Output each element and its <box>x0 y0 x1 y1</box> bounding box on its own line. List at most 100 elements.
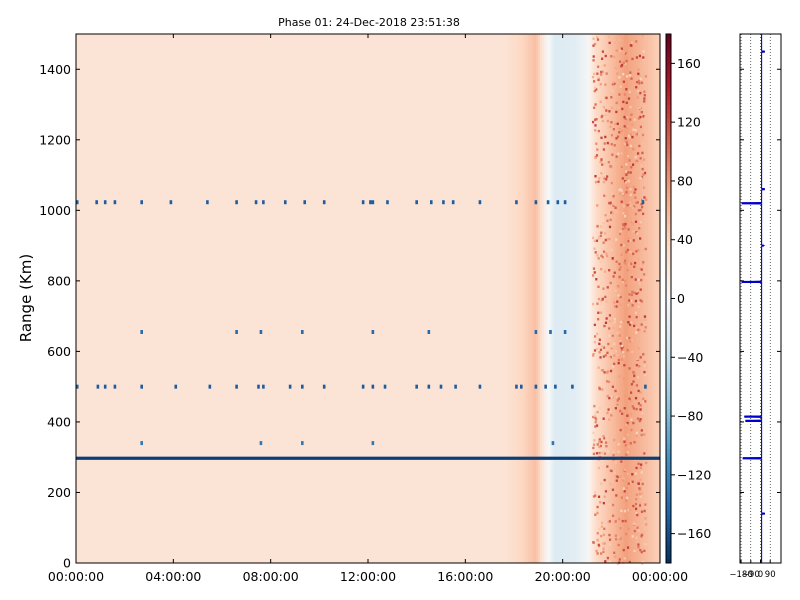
heatmap-speckle <box>641 198 644 202</box>
heatmap-speckle <box>630 139 634 142</box>
heatmap-speckle <box>617 397 620 400</box>
interference-dot <box>478 200 482 205</box>
heatmap-speckle <box>599 160 602 164</box>
heatmap-speckle <box>617 294 620 297</box>
heatmap-speckle <box>633 324 636 328</box>
heatmap-speckle <box>611 334 614 337</box>
heatmap-speckle <box>622 80 625 83</box>
heatmap-speckle <box>607 35 610 39</box>
heatmap-speckle <box>622 548 625 552</box>
heatmap-speckle <box>625 262 628 266</box>
colorbar-segment <box>666 100 671 105</box>
heatmap-speckle <box>630 166 633 169</box>
interference-dot <box>554 384 557 389</box>
heatmap-speckle <box>592 59 595 62</box>
heatmap-speckle <box>640 203 643 206</box>
colorbar-segment <box>666 227 671 233</box>
heatmap-speckle <box>619 303 622 306</box>
heatmap-speckle <box>635 384 639 387</box>
interference-dot <box>174 384 178 389</box>
heatmap-speckle <box>607 408 610 411</box>
heatmap-speckle <box>593 340 596 344</box>
heatmap-cell <box>236 34 239 563</box>
heatmap-speckle <box>610 352 613 355</box>
heatmap-speckle <box>618 268 621 271</box>
heatmap-speckle <box>610 414 613 417</box>
heatmap-speckle <box>619 232 622 236</box>
colorbar-segment <box>666 558 671 564</box>
heatmap-cell <box>614 34 617 563</box>
heatmap-speckle <box>631 135 634 139</box>
heatmap-speckle <box>639 288 642 291</box>
heatmap-cell <box>466 34 469 563</box>
heatmap-speckle <box>645 506 648 509</box>
heatmap-speckle <box>643 549 646 553</box>
heatmap-speckle <box>607 340 610 343</box>
heatmap-cell <box>214 34 217 563</box>
heatmap-speckle <box>609 369 613 373</box>
heatmap-cell <box>526 34 529 563</box>
heatmap-speckle <box>597 257 600 260</box>
heatmap-speckle <box>620 47 624 50</box>
heatmap-speckle <box>601 114 604 118</box>
heatmap-speckle <box>594 411 597 414</box>
heatmap-speckle <box>635 536 638 539</box>
heatmap-speckle <box>613 41 617 45</box>
heatmap-speckle <box>618 76 621 79</box>
heatmap-cell <box>224 34 227 563</box>
heatmap-speckle <box>622 355 625 358</box>
interference-dot <box>208 384 212 389</box>
colorbar-segment <box>666 117 671 123</box>
heatmap-speckle <box>608 543 611 546</box>
colorbar-segment <box>666 439 671 445</box>
heatmap-speckle <box>644 134 647 137</box>
heatmap-speckle <box>637 68 640 71</box>
heatmap-speckle <box>644 186 647 189</box>
heatmap-cell <box>542 34 545 563</box>
heatmap-speckle <box>633 529 636 533</box>
heatmap-speckle <box>614 305 617 308</box>
heatmap-speckle <box>632 185 635 188</box>
heatmap-speckle <box>603 346 606 349</box>
heatmap-speckle <box>603 180 606 184</box>
heatmap-cell <box>112 34 115 563</box>
heatmap-cell <box>544 34 547 563</box>
y-tick-label: 1000 <box>39 203 71 218</box>
heatmap-cell <box>298 34 301 563</box>
interference-dot <box>371 330 375 334</box>
heatmap-cell <box>520 34 523 563</box>
heatmap-speckle <box>639 408 642 411</box>
interference-dot <box>303 200 307 205</box>
heatmap-speckle <box>634 502 638 506</box>
heatmap-speckle <box>629 193 632 197</box>
heatmap-speckle <box>599 234 602 238</box>
heatmap-cell <box>354 34 357 563</box>
heatmap-speckle <box>625 146 628 149</box>
interference-dot <box>563 200 567 205</box>
heatmap-speckle <box>635 292 638 295</box>
heatmap-speckle <box>593 349 597 352</box>
heatmap-cell <box>434 34 437 563</box>
heatmap-speckle <box>608 560 611 564</box>
heatmap-speckle <box>632 147 635 151</box>
heatmap-speckle <box>621 107 624 111</box>
heatmap-speckle <box>605 216 608 219</box>
colorbar-segment <box>666 241 671 246</box>
heatmap-speckle <box>621 192 625 196</box>
heatmap-speckle <box>610 349 613 352</box>
interference-dot <box>283 200 287 205</box>
heatmap-speckle <box>594 103 597 106</box>
heatmap-speckle <box>612 127 615 131</box>
heatmap-speckle <box>594 118 597 121</box>
heatmap-speckle <box>607 342 610 346</box>
heatmap-cell <box>594 34 597 563</box>
heatmap-speckle <box>634 93 638 96</box>
heatmap-speckle <box>610 248 613 252</box>
colorbar-tick-label: −160 <box>677 526 711 541</box>
heatmap-speckle <box>609 482 612 485</box>
heatmap-cell <box>478 34 481 563</box>
heatmap-speckle <box>630 293 633 297</box>
heatmap-speckle <box>618 188 621 192</box>
colorbar-segment <box>666 64 671 70</box>
